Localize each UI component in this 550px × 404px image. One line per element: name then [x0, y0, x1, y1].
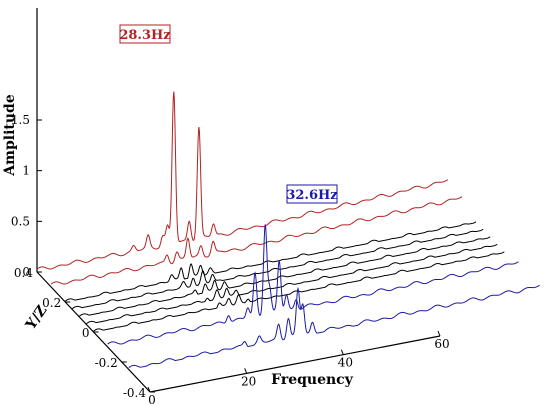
frequency-tick-label-3: 60 [434, 337, 449, 351]
amplitude-axis-title: Amplitude [2, 94, 18, 177]
frequency-tick-0 [147, 386, 151, 393]
amplitude-tick-label-2: 1 [22, 164, 30, 178]
series-line-4 [79, 236, 491, 317]
amplitude-tick-label-1: 0.5 [11, 214, 30, 228]
series-layer [36, 91, 540, 369]
annotation-32hz: 32.6Hz [286, 188, 337, 203]
yz-tick-label-3: -0.2 [95, 356, 118, 370]
series-line-5 [86, 243, 498, 325]
frequency-tick-1 [244, 368, 248, 374]
frequency-tick-3 [437, 330, 441, 337]
annotation-28hz-box [119, 24, 171, 44]
yz-tick-label-1: 0.2 [42, 296, 61, 310]
amplitude-tick-label-0: 0 [22, 265, 30, 279]
frequency-axis-line [149, 335, 441, 393]
series-line-1 [50, 196, 463, 285]
annotation-28hz: 28.3Hz [119, 28, 170, 43]
frequency-tick-label-2: 40 [338, 356, 353, 370]
frequency-axis-title: Frequency [271, 372, 354, 388]
amplitude-tick-label-3: 1.5 [11, 113, 30, 127]
frequency-tick-2 [340, 349, 344, 355]
annotation-32hz-box [286, 184, 338, 204]
series-line-7 [107, 224, 519, 345]
frequency-tick-label-1: 20 [241, 374, 256, 388]
series-line-8 [128, 284, 540, 369]
yz-tick-label-2: 0 [82, 326, 90, 340]
yz-tick-label-0: 0.4 [14, 266, 33, 280]
series-line-2 [64, 221, 477, 302]
series-line-0 [36, 91, 449, 270]
yz-tick-label-4: -0.4 [123, 386, 147, 400]
frequency-tick-label-0: 0 [148, 393, 156, 404]
